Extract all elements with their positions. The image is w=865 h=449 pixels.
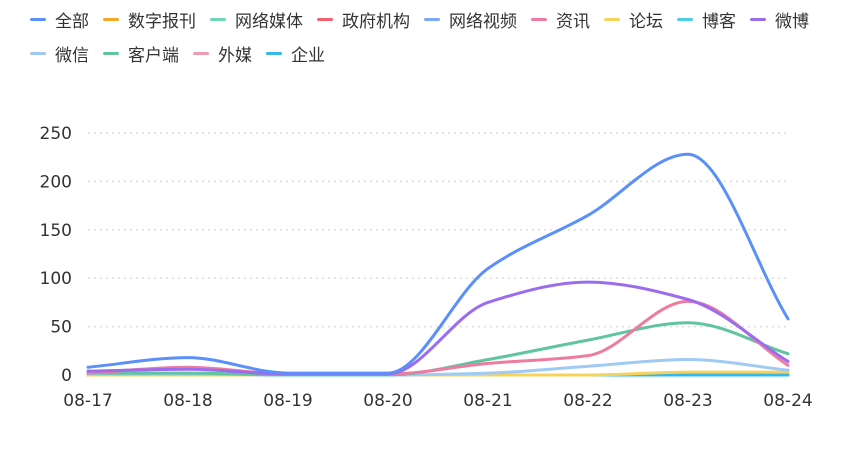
legend-label: 企业 [291, 45, 325, 66]
legend-swatch [30, 51, 46, 55]
chart-legend: 全部 数字报刊 网络媒体 政府机构 网络视频 资讯 论坛 博客 微博微信 客户端 外媒 企业 [30, 6, 865, 66]
x-tick-label: 08-23 [663, 391, 712, 411]
y-tick-label: 50 [50, 318, 72, 338]
y-axis-tick-labels: 0 50 100 150 200 250 [40, 124, 72, 386]
series-line [86, 152, 790, 375]
legend-swatch [30, 17, 46, 21]
legend-item[interactable]: 网络视频 [424, 6, 517, 32]
legend-swatch [604, 17, 620, 21]
legend-label: 微博 [775, 11, 809, 32]
series-line [86, 280, 790, 376]
x-tick-label: 08-18 [163, 391, 212, 411]
y-tick-label: 250 [40, 124, 72, 144]
legend-swatch [210, 17, 226, 21]
legend-item[interactable]: 外媒 [193, 40, 252, 66]
legend-label: 客户端 [128, 45, 179, 66]
legend-swatch [103, 17, 119, 21]
legend-label: 博客 [702, 11, 736, 32]
legend-label: 网络媒体 [235, 11, 303, 32]
legend-item[interactable]: 企业 [266, 40, 325, 66]
y-tick-label: 200 [40, 172, 72, 192]
legend-item[interactable]: 微信 [30, 40, 89, 66]
y-tick-label: 150 [40, 221, 72, 241]
legend-swatch [750, 17, 766, 21]
x-tick-label: 08-22 [563, 391, 612, 411]
legend-label: 全部 [55, 11, 89, 32]
x-axis-tick-labels: 08-17 08-18 08-19 08-20 08-21 08-22 08-23 08-24 [63, 391, 812, 411]
legend-item[interactable]: 论坛 [604, 6, 663, 32]
y-tick-label: 0 [61, 366, 72, 386]
legend-item[interactable]: 全部 [30, 6, 89, 32]
legend-item[interactable]: 资讯 [531, 6, 590, 32]
legend-label: 论坛 [629, 11, 663, 32]
legend-swatch [193, 51, 209, 55]
legend-label: 资讯 [556, 11, 590, 32]
legend-swatch [677, 17, 693, 21]
legend-item[interactable]: 数字报刊 [103, 6, 196, 32]
x-tick-label: 08-21 [463, 391, 512, 411]
x-tick-label: 08-17 [63, 391, 112, 411]
grid-lines [88, 132, 788, 328]
legend-label: 微信 [55, 45, 89, 66]
series-line [86, 299, 790, 376]
legend-swatch [424, 17, 440, 21]
x-tick-label: 08-19 [263, 391, 312, 411]
series-lines [86, 152, 790, 377]
legend-label: 政府机构 [342, 11, 410, 32]
legend-item[interactable]: 政府机构 [317, 6, 410, 32]
legend-label: 数字报刊 [128, 11, 196, 32]
x-tick-label: 08-24 [763, 391, 812, 411]
legend-item[interactable]: 客户端 [103, 40, 179, 66]
legend-swatch [103, 51, 119, 55]
legend-label: 网络视频 [449, 11, 517, 32]
legend-item[interactable]: 网络媒体 [210, 6, 303, 32]
y-tick-label: 100 [40, 269, 72, 289]
legend-swatch [531, 17, 547, 21]
x-tick-label: 08-20 [363, 391, 412, 411]
legend-swatch [266, 51, 282, 55]
legend-swatch [317, 17, 333, 21]
legend-label: 外媒 [218, 45, 252, 66]
legend-item[interactable]: 博客 [677, 6, 736, 32]
legend-item[interactable]: 微博 [750, 6, 809, 32]
